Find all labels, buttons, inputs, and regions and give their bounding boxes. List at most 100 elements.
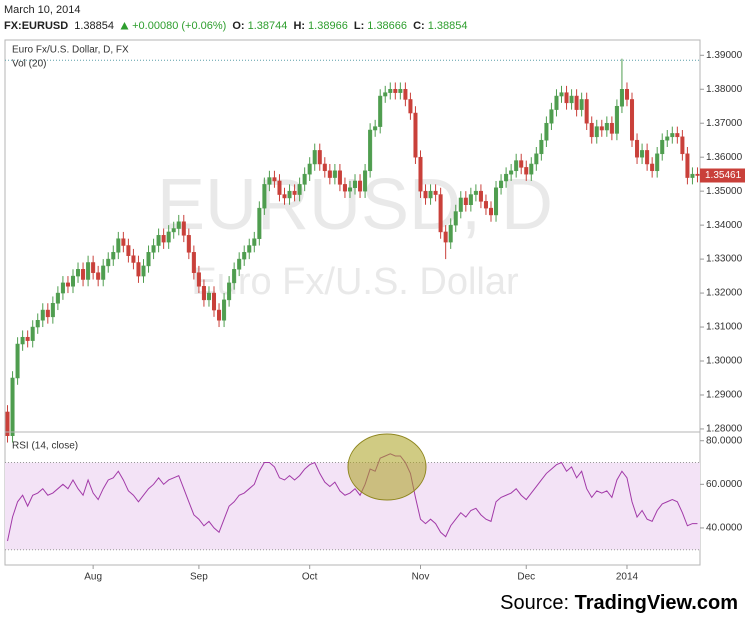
legend-volume: Vol (20) [12,59,46,70]
candle-body [55,292,60,304]
candle-body [15,343,20,379]
candle-body [594,126,599,138]
candle-body [96,272,101,280]
candle-body [655,153,660,172]
candle-body [91,262,96,273]
candle-body [5,411,10,436]
candle-body [327,170,332,178]
candle-body [388,89,393,93]
candle-body [166,231,171,243]
high: 1.38966 [308,20,348,32]
candle-body [363,170,368,192]
candle-body [559,92,564,97]
candle-body [20,336,25,345]
candle-body [161,235,166,243]
candle-body [206,292,211,301]
candle-body [277,180,282,195]
candle-body [499,180,504,189]
candle-body [171,228,176,233]
candle-body [403,89,408,100]
change: +0.00080 (+0.06%) [132,20,227,32]
x-tick-label: Dec [517,572,535,583]
last-price-tag [700,168,745,183]
candle-body [483,201,488,209]
candle-body [156,235,161,246]
candle-body [629,99,635,141]
x-tick-label: Sep [190,572,208,583]
candle-body [111,252,116,260]
candle-body [151,245,156,253]
candle-body [619,89,624,107]
candle-body [418,156,423,192]
candle-body [473,190,478,195]
candle-body [40,309,45,321]
candle-body [242,252,247,260]
symbol: FX:EURUSD [4,20,69,32]
candle-body [695,173,700,176]
candle-body [358,180,363,192]
candle-body [297,184,302,195]
candle-body [81,269,86,280]
candle-body [101,265,106,280]
rsi-line [7,453,698,542]
candle-body [609,122,614,134]
candle-body [317,150,322,165]
candle-body [106,258,111,267]
x-tick-label: 2014 [616,572,639,583]
y-tick-label: 1.34000 [706,220,743,231]
candle-body [448,224,453,243]
candle-body [589,122,594,138]
candle-body [196,272,201,287]
candle-body [342,184,347,192]
candle-body [211,292,217,311]
candle-body [564,92,569,104]
candle-body [191,252,196,273]
candle-body [468,194,473,205]
candle-body [141,265,146,277]
y-tick-label: 1.37000 [706,118,743,129]
candle-body [272,177,277,182]
quote-line: FX:EURUSD 1.38854 +0.00080 (+0.06%) O: 1.… [4,18,470,34]
candle-body [353,180,358,189]
candle-body [121,238,126,246]
candle-body [443,231,448,243]
candle-body [458,197,463,212]
y-tick-label: 1.29000 [706,390,743,401]
candle-body [514,160,519,172]
candle-body [383,92,388,97]
candle-body [524,167,529,175]
y-tick-label: 1.35000 [706,186,743,197]
candle-body [624,89,629,100]
y-tick-label: 1.36000 [706,152,743,163]
candle-body [217,309,222,321]
candle-body [640,150,645,158]
y-tick-label: 1.38000 [706,84,743,95]
candle-body [670,133,675,138]
candle-body [574,95,579,110]
candle-body [282,194,287,199]
candle-body [201,286,206,301]
chart: EURUSD, D Euro Fx/U.S. Dollar 1.280001.2… [4,39,745,583]
candle-body [675,133,680,138]
candle-body [549,109,554,124]
open-label: O: [232,20,245,32]
source-name: TradingView.com [574,592,738,614]
y-tick-label: 1.33000 [706,254,743,265]
candle-body [307,163,312,175]
candle-body [504,173,509,182]
candle-body [645,150,650,165]
candle-body [398,89,403,93]
candle-body [65,282,70,287]
rsi-title: RSI (14, close) [12,441,78,452]
candle-body [227,282,232,301]
y-tick-label: 40.0000 [706,523,743,534]
candle-body [685,153,690,178]
candle-body [509,170,514,175]
high-label: H: [293,20,306,32]
candle-body [252,238,257,246]
candle-body [86,262,91,280]
up-arrow [120,22,129,30]
candle-body [534,153,539,165]
candle-body [438,194,443,233]
